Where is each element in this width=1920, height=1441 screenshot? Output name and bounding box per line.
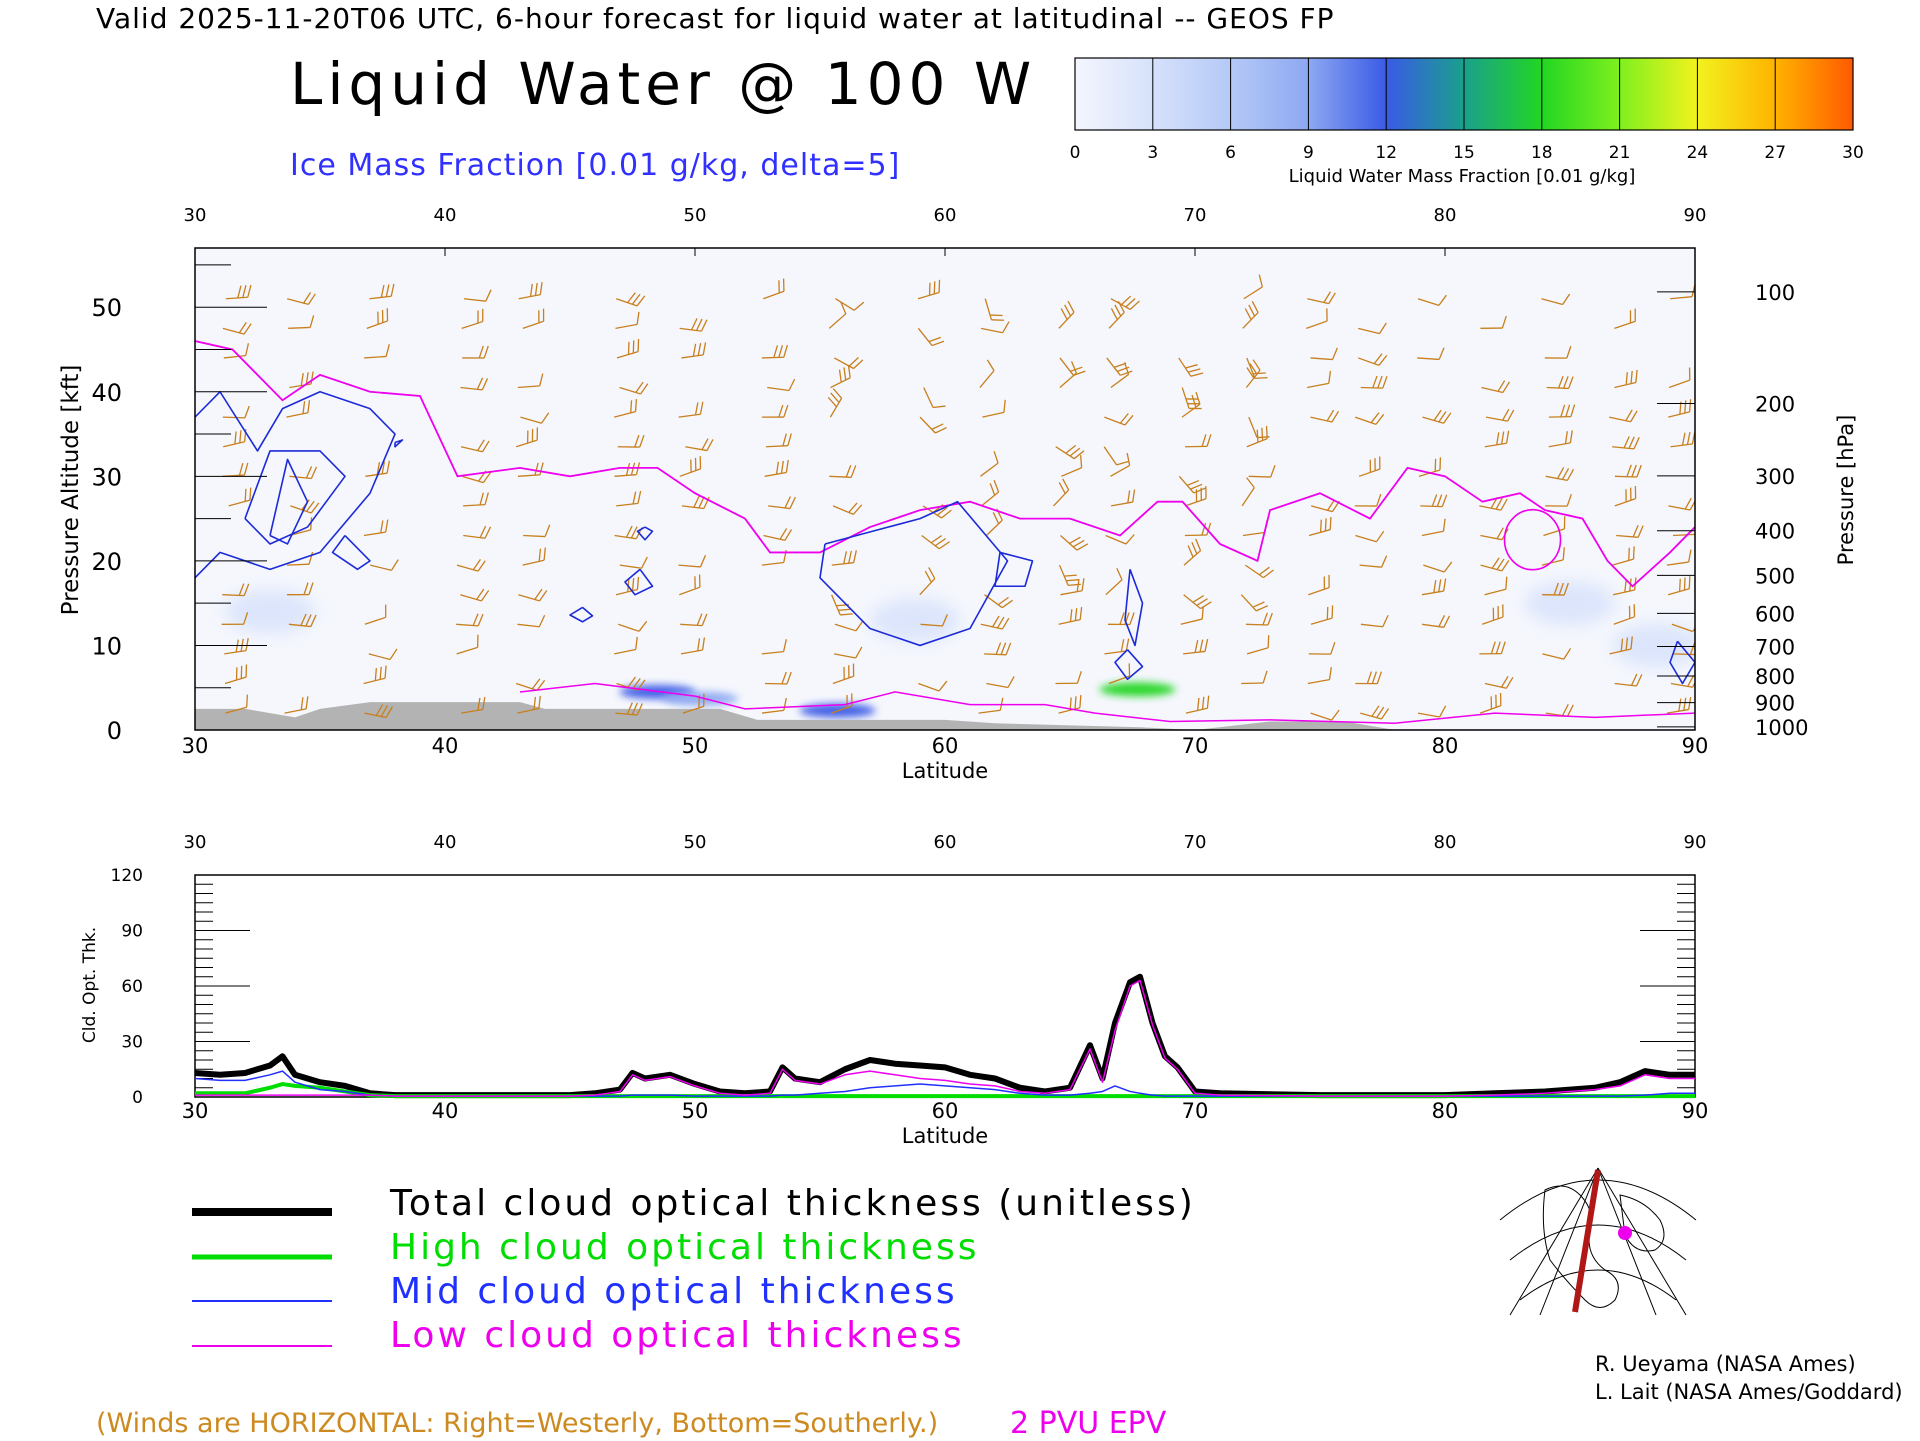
top-right-tick-label: 200	[1755, 392, 1795, 416]
bottom-y-tick-label: 120	[111, 866, 143, 886]
top-x-tick-label: 50	[682, 734, 709, 758]
liquid-water-blob	[1100, 682, 1176, 696]
colorbar-label: Liquid Water Mass Fraction [0.01 g/kg]	[1289, 166, 1636, 187]
top-x-tick-label-upper: 90	[1684, 205, 1707, 226]
top-y-axis-label-right: Pressure [hPa]	[1834, 415, 1858, 566]
bottom-y-tick-label: 60	[121, 977, 143, 997]
legend-label-total: Total cloud optical thickness (unitless)	[389, 1183, 1196, 1224]
bottom-y-tick-label: 0	[132, 1088, 143, 1108]
top-x-tick-label-upper: 50	[684, 205, 707, 226]
top-x-tick-label: 40	[432, 734, 459, 758]
top-y-tick-label: 40	[91, 379, 122, 407]
bottom-x-tick-label-upper: 60	[934, 832, 957, 853]
top-right-tick-label: 400	[1755, 520, 1795, 544]
pvu-note: 2 PVU EPV	[1010, 1406, 1166, 1441]
top-y-tick-label: 10	[91, 632, 122, 660]
top-right-tick-label: 700	[1755, 635, 1795, 659]
top-y-axis-label-left: Pressure Altitude [kft]	[58, 365, 84, 616]
liquid-water-blob	[225, 590, 315, 634]
top-x-tick-label: 90	[1682, 734, 1709, 758]
legend-label-high: High cloud optical thickness	[390, 1227, 979, 1268]
locator-dot	[1618, 1226, 1632, 1240]
top-y-tick-label: 0	[107, 717, 122, 745]
colorbar-tick-label: 3	[1147, 143, 1158, 163]
top-x-tick-label: 80	[1432, 734, 1459, 758]
bottom-y-axis-label: Cld. Opt. Thk.	[80, 927, 100, 1043]
bottom-x-tick-label: 80	[1432, 1099, 1459, 1123]
legend-label-low: Low cloud optical thickness	[390, 1315, 965, 1356]
colorbar-tick-label: 0	[1070, 143, 1081, 163]
bottom-x-tick-label-upper: 70	[1184, 832, 1207, 853]
colorbar-tick-label: 24	[1687, 143, 1709, 163]
legend-label-mid: Mid cloud optical thickness	[390, 1271, 958, 1312]
colorbar-tick-label: 12	[1375, 143, 1397, 163]
bottom-x-tick-label: 60	[932, 1099, 959, 1123]
bottom-x-tick-label: 70	[1182, 1099, 1209, 1123]
bottom-x-tick-label-upper: 30	[184, 832, 207, 853]
top-right-tick-label: 900	[1755, 692, 1795, 716]
bottom-x-tick-label-upper: 50	[684, 832, 707, 853]
top-x-tick-label-upper: 80	[1434, 205, 1457, 226]
top-x-tick-label-upper: 30	[184, 205, 207, 226]
top-x-tick-label: 70	[1182, 734, 1209, 758]
colorbar-tick-label: 6	[1225, 143, 1236, 163]
top-right-tick-label: 100	[1755, 281, 1795, 305]
top-y-tick-label: 50	[91, 294, 122, 322]
colorbar-tick-label: 30	[1842, 143, 1864, 163]
bottom-x-tick-label-upper: 40	[434, 832, 457, 853]
colorbar-tick-label: 21	[1609, 143, 1631, 163]
top-x-tick-label-upper: 60	[934, 205, 957, 226]
colorbar-tick-label: 18	[1531, 143, 1553, 163]
bottom-y-tick-label: 90	[121, 922, 143, 942]
top-right-tick-label: 500	[1755, 564, 1795, 588]
top-panel-background	[195, 248, 1695, 730]
colorbar-tick-label: 15	[1453, 143, 1475, 163]
liquid-water-blob	[870, 598, 960, 642]
liquid-water-blob	[1525, 581, 1615, 625]
bottom-x-tick-label: 40	[432, 1099, 459, 1123]
winds-note: (Winds are HORIZONTAL: Right=Westerly, B…	[96, 1408, 938, 1439]
colorbar: 0 3 6 9 12 15 18 21 24 27 30	[1070, 58, 1864, 163]
colorbar-tick-label: 27	[1764, 143, 1786, 163]
bottom-y-tick-label: 30	[121, 1033, 143, 1053]
top-right-tick-label: 300	[1755, 465, 1795, 489]
top-x-tick-label: 60	[932, 734, 959, 758]
top-y-tick-label: 20	[91, 548, 122, 576]
bottom-x-axis-label: Latitude	[902, 1124, 988, 1148]
bottom-x-tick-label: 50	[682, 1099, 709, 1123]
top-x-tick-label-upper: 70	[1184, 205, 1207, 226]
colorbar-tick-label: 9	[1303, 143, 1314, 163]
bottom-panel-frame	[195, 875, 1695, 1097]
top-x-tick-label-upper: 40	[434, 205, 457, 226]
bottom-x-tick-label-upper: 90	[1684, 832, 1707, 853]
top-x-tick-label: 30	[182, 734, 209, 758]
top-right-tick-label: 600	[1755, 602, 1795, 626]
top-y-tick-label: 30	[91, 463, 122, 491]
top-right-tick-label: 800	[1755, 665, 1795, 689]
bottom-x-tick-label: 30	[182, 1099, 209, 1123]
top-right-tick-label: 1000	[1755, 716, 1808, 740]
credit-line-1: R. Ueyama (NASA Ames)	[1595, 1352, 1856, 1376]
top-x-axis-label: Latitude	[902, 759, 988, 783]
bottom-x-tick-label: 90	[1682, 1099, 1709, 1123]
bottom-x-tick-label-upper: 80	[1434, 832, 1457, 853]
locator-map	[1500, 1165, 1696, 1317]
credit-line-2: L. Lait (NASA Ames/Goddard)	[1595, 1380, 1903, 1404]
